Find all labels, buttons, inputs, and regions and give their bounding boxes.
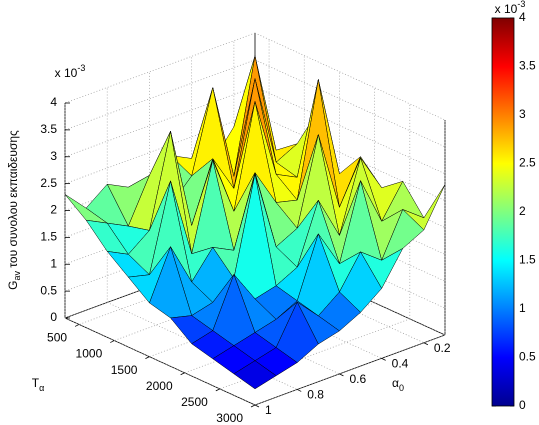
grid-line — [254, 86, 446, 175]
exponent-label-part: -3 — [77, 63, 85, 73]
colorbar-exponent-label: x 10-3 — [495, 0, 526, 16]
x-tick-label: 0.8 — [307, 388, 324, 402]
x-axis-label: α0 — [392, 376, 404, 393]
grid-line — [254, 220, 446, 309]
y-axis-label: Tα — [32, 376, 45, 393]
colorbar-tick-label: 0.5 — [519, 350, 536, 364]
exponent-label-part: x 10 — [55, 66, 78, 80]
y-tick — [250, 404, 256, 408]
x-tick-label: 0.4 — [392, 357, 409, 371]
x-tick — [423, 342, 429, 346]
z-tick-label: 2.5 — [40, 176, 57, 190]
x-tick — [254, 404, 260, 408]
z-tick-label: 1 — [50, 256, 57, 270]
z-tick-label: 2 — [50, 203, 57, 217]
z-axis-label-part: του συνολου εκπαιδευσης — [6, 130, 20, 271]
x-axis-label-part: 0 — [399, 383, 404, 393]
grid-line — [191, 271, 382, 359]
grid-line — [254, 334, 446, 406]
z-tick-label: 0 — [50, 310, 57, 324]
colorbar — [491, 17, 515, 407]
x-tick-label: 0.6 — [349, 372, 366, 386]
colorbar-tick-label: 3.5 — [519, 59, 536, 73]
z-tick-label: 0.5 — [40, 283, 57, 297]
grid-line — [254, 167, 446, 255]
x-tick-label: 0.2 — [434, 341, 451, 355]
z-axis-label: Gav του συνολου εκπαιδευσης — [6, 130, 22, 290]
colorbar-tick-label: 1 — [519, 301, 526, 315]
z-tick-label: 1.5 — [40, 230, 57, 244]
y-tick-label: 500 — [47, 331, 67, 345]
grid-line — [64, 59, 256, 131]
x-tick-label: 1 — [265, 403, 272, 417]
y-tick — [110, 340, 115, 343]
y-tick — [215, 388, 220, 392]
y-tick-label: 1000 — [76, 347, 103, 361]
grid-line — [254, 59, 446, 148]
y-tick — [145, 356, 150, 360]
grid-line — [254, 32, 446, 121]
z-tick-label: 4 — [50, 95, 57, 109]
colorbar-tick-label: 2 — [519, 204, 526, 218]
x-tick — [339, 373, 344, 377]
colorbar-tick-label: 2.5 — [519, 156, 536, 170]
grid-line — [64, 317, 256, 406]
z-tick-label: 3 — [50, 149, 57, 163]
x-tick — [297, 389, 302, 392]
z-axis-label-part: av — [12, 270, 22, 280]
y-axis-label-part: T — [32, 376, 40, 390]
colorbar-tick-label: 4 — [519, 10, 526, 24]
grid-line — [233, 255, 425, 344]
y-tick-label: 2500 — [181, 395, 208, 409]
colorbar-exponent-label-part: x 10 — [495, 2, 518, 16]
y-tick — [74, 324, 80, 327]
colorbar-tick-label: 3 — [519, 107, 526, 121]
y-tick-label: 2000 — [146, 379, 173, 393]
z-tick-label: 3.5 — [40, 122, 57, 136]
y-tick-label: 3000 — [216, 411, 243, 425]
x-tick — [381, 357, 386, 361]
y-tick-label: 1500 — [111, 363, 138, 377]
grid-line — [254, 193, 446, 282]
z-axis-label-part: G — [6, 280, 20, 289]
colorbar-tick-label: 1.5 — [519, 253, 536, 267]
grid-line — [149, 286, 340, 375]
grid-line — [64, 113, 256, 184]
grid-line — [64, 86, 256, 158]
exponent-label: x 10-3 — [55, 63, 86, 80]
grid-line — [254, 247, 446, 336]
grid-line — [254, 113, 446, 201]
y-tick — [180, 372, 185, 376]
y-axis-label-part: α — [39, 383, 44, 393]
x-axis-label-part: α — [392, 376, 399, 390]
colorbar-exponent-label-part: -3 — [517, 0, 525, 9]
colorbar-tick-label: 0 — [519, 398, 526, 412]
grid-line — [64, 32, 256, 104]
surface-patch — [233, 360, 277, 390]
